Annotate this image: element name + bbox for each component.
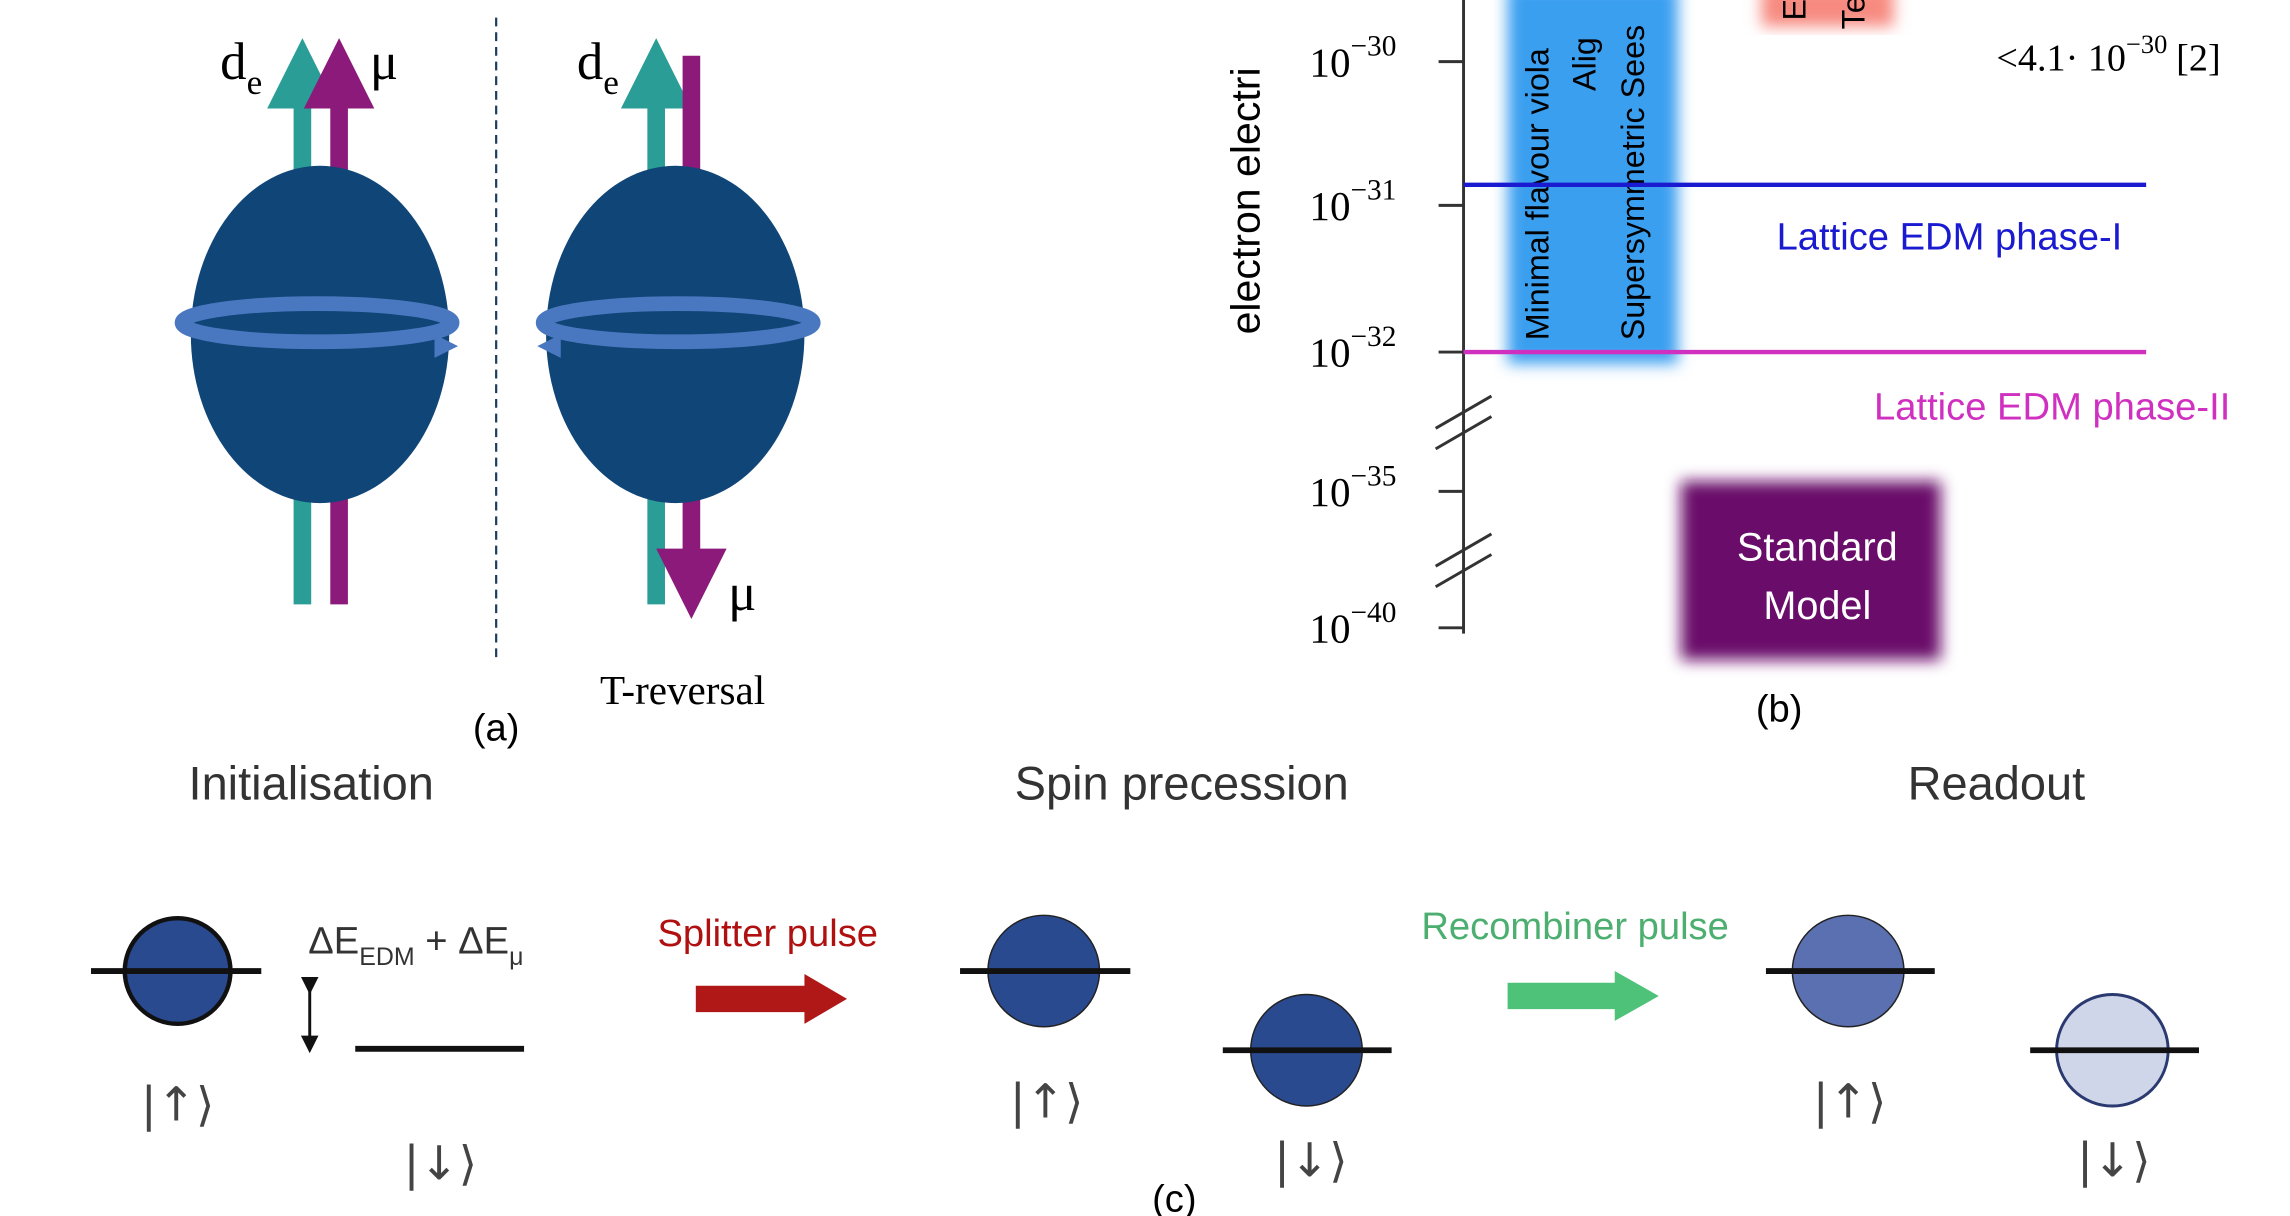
- panel-label: (a): [473, 707, 520, 750]
- band-text: E: [1777, 0, 1813, 21]
- mu-label: μ: [728, 564, 756, 622]
- caption: T-reversal: [600, 667, 765, 713]
- pulse-label: Recombiner pulse: [1421, 905, 1729, 948]
- ket: |↓⟩: [404, 1136, 477, 1191]
- phase-2-label: Lattice EDM phase-II: [1874, 386, 2230, 429]
- limit-value: <4.1· 10: [1996, 37, 2126, 79]
- axis-label: electron electri: [1222, 67, 1268, 334]
- ket: |↑⟩: [1010, 1075, 1083, 1130]
- edm-label: de: [577, 33, 619, 102]
- heading: Spin precession: [1015, 756, 1349, 809]
- edm-subscript: e: [247, 63, 263, 102]
- tick-label: 10−40: [1309, 597, 1396, 652]
- figure: de μ de μ T-reversal (a) Minimal flavour…: [0, 0, 2290, 1216]
- page: de μ de μ T-reversal (a) Minimal flavour…: [0, 0, 2290, 1216]
- tick-exp: −32: [1351, 321, 1397, 353]
- sm-label: Model: [1763, 584, 1871, 628]
- tick-label: 10−32: [1309, 321, 1396, 376]
- delta-sub: EDM: [359, 943, 414, 971]
- edm-label: de: [220, 33, 262, 102]
- pulse-arrow: [1508, 971, 1659, 1021]
- band-text: Minimal flavour viola: [1520, 48, 1556, 340]
- edm-subscript: e: [603, 63, 619, 102]
- phase-1-label: Lattice EDM phase-I: [1777, 215, 2123, 258]
- mu-label: μ: [370, 33, 398, 91]
- tick-exp: −35: [1351, 461, 1397, 493]
- delta-sub: μ: [509, 943, 523, 971]
- panel-b: Minimal flavour viola Alig Supersymmetri…: [1222, 0, 2230, 731]
- tick-label: 10−31: [1309, 174, 1396, 229]
- ket: |↑⟩: [1813, 1075, 1886, 1130]
- ket: |↓⟩: [1274, 1133, 1347, 1188]
- panel-label: (b): [1756, 688, 1803, 731]
- ket: |↓⟩: [2077, 1133, 2150, 1188]
- band-text: Te: [1835, 0, 1871, 29]
- tick-exp: −40: [1351, 597, 1397, 629]
- panel-a: de μ de μ T-reversal (a): [182, 18, 813, 750]
- tick-exp: −31: [1351, 174, 1397, 206]
- pulse-arrow: [696, 974, 847, 1024]
- sm-box: [1681, 481, 1941, 660]
- heading: Initialisation: [189, 756, 434, 809]
- panel-label: (c): [1152, 1178, 1197, 1216]
- edm-symbol: d: [220, 33, 246, 91]
- panel-c: Initialisation Spin precession Readout Δ…: [91, 756, 2199, 1216]
- tick-label: 10−30: [1309, 31, 1396, 86]
- energy-label: ΔEEDM + ΔEμ: [308, 919, 523, 971]
- delta: + ΔE: [415, 919, 509, 962]
- tick-base: 10: [1309, 605, 1350, 651]
- band-text: Supersymmetric Sees: [1615, 25, 1651, 340]
- sm-label: Standard: [1737, 525, 1898, 569]
- limit-exponent: −30: [2126, 29, 2167, 59]
- band-text: Alig: [1567, 37, 1603, 91]
- limit-label: <4.1· 10−30 [2]: [1996, 29, 2220, 80]
- limit-ref: [2]: [2176, 37, 2221, 79]
- tick-base: 10: [1309, 330, 1350, 376]
- tick-label: 10−35: [1309, 461, 1396, 516]
- pulse-label: Splitter pulse: [657, 912, 878, 955]
- edm-symbol: d: [577, 33, 603, 91]
- tick-base: 10: [1309, 183, 1350, 229]
- tick-base: 10: [1309, 469, 1350, 515]
- ket: |↑⟩: [141, 1078, 214, 1133]
- tick-exp: −30: [1351, 31, 1397, 63]
- delta: ΔE: [308, 919, 359, 962]
- tick-base: 10: [1309, 39, 1350, 85]
- heading: Readout: [1908, 756, 2086, 809]
